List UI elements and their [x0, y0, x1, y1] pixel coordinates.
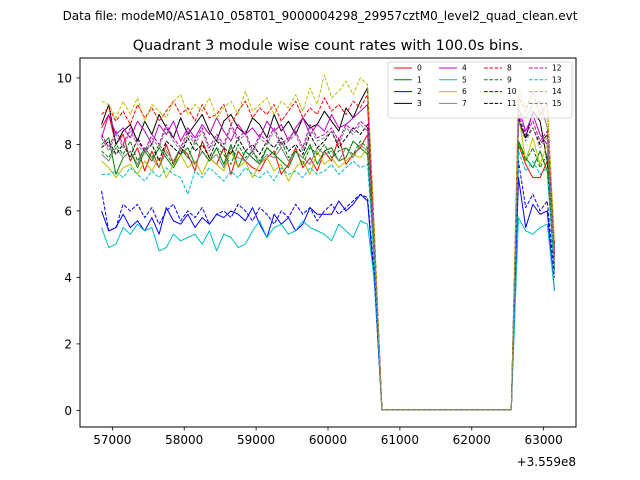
legend-label-9: 9: [507, 75, 512, 84]
y-tick-label: 0: [64, 404, 72, 418]
y-tick-label: 4: [64, 271, 72, 285]
legend-label-0: 0: [417, 64, 422, 73]
x-tick-label: 62000: [453, 433, 491, 447]
y-tick-label: 10: [57, 71, 72, 85]
y-axis: 0 2 4 6 8 10: [57, 71, 80, 418]
series-line-2: [101, 177, 555, 411]
series-line-5: [101, 217, 555, 411]
x-offset-label: +3.559e8: [517, 455, 576, 469]
legend-label-4: 4: [462, 64, 467, 73]
x-tick-label: 60000: [309, 433, 347, 447]
x-tick-label: 63000: [525, 433, 563, 447]
legend-label-8: 8: [507, 64, 512, 73]
series-line-14: [101, 74, 555, 411]
series-line-9: [101, 140, 555, 411]
series-line-7: [101, 100, 555, 411]
legend-label-2: 2: [417, 87, 422, 96]
legend-label-13: 13: [552, 75, 562, 84]
series-line-13: [101, 150, 555, 411]
x-tick-label: 61000: [381, 433, 419, 447]
chart-suptitle: Data file: modeM0/AS1A10_058T01_90000042…: [63, 9, 578, 23]
series-layer: [101, 74, 555, 411]
series-line-10: [101, 160, 555, 411]
legend-label-11: 11: [507, 99, 517, 108]
legend-label-5: 5: [462, 75, 467, 84]
x-tick-label: 58000: [165, 433, 203, 447]
x-axis: 57000 58000 59000 60000 61000 62000 63000: [93, 427, 563, 447]
legend-label-15: 15: [552, 99, 562, 108]
legend-box: [387, 61, 573, 119]
series-line-1: [101, 137, 555, 411]
y-tick-label: 2: [64, 337, 72, 351]
series-line-15: [101, 120, 555, 411]
legend-label-3: 3: [417, 99, 422, 108]
legend-label-12: 12: [552, 64, 562, 73]
legend-label-14: 14: [552, 87, 562, 96]
x-tick-label: 57000: [93, 433, 131, 447]
y-tick-label: 8: [64, 138, 72, 152]
y-tick-label: 6: [64, 204, 72, 218]
chart-title: Quadrant 3 module wise count rates with …: [133, 38, 524, 54]
series-line-8: [101, 90, 555, 411]
legend-label-6: 6: [462, 87, 467, 96]
legend-label-10: 10: [507, 87, 517, 96]
legend-label-1: 1: [417, 75, 422, 84]
x-tick-label: 59000: [237, 433, 275, 447]
plot-area: [79, 57, 577, 428]
series-line-4: [101, 104, 555, 411]
legend-label-7: 7: [462, 99, 467, 108]
